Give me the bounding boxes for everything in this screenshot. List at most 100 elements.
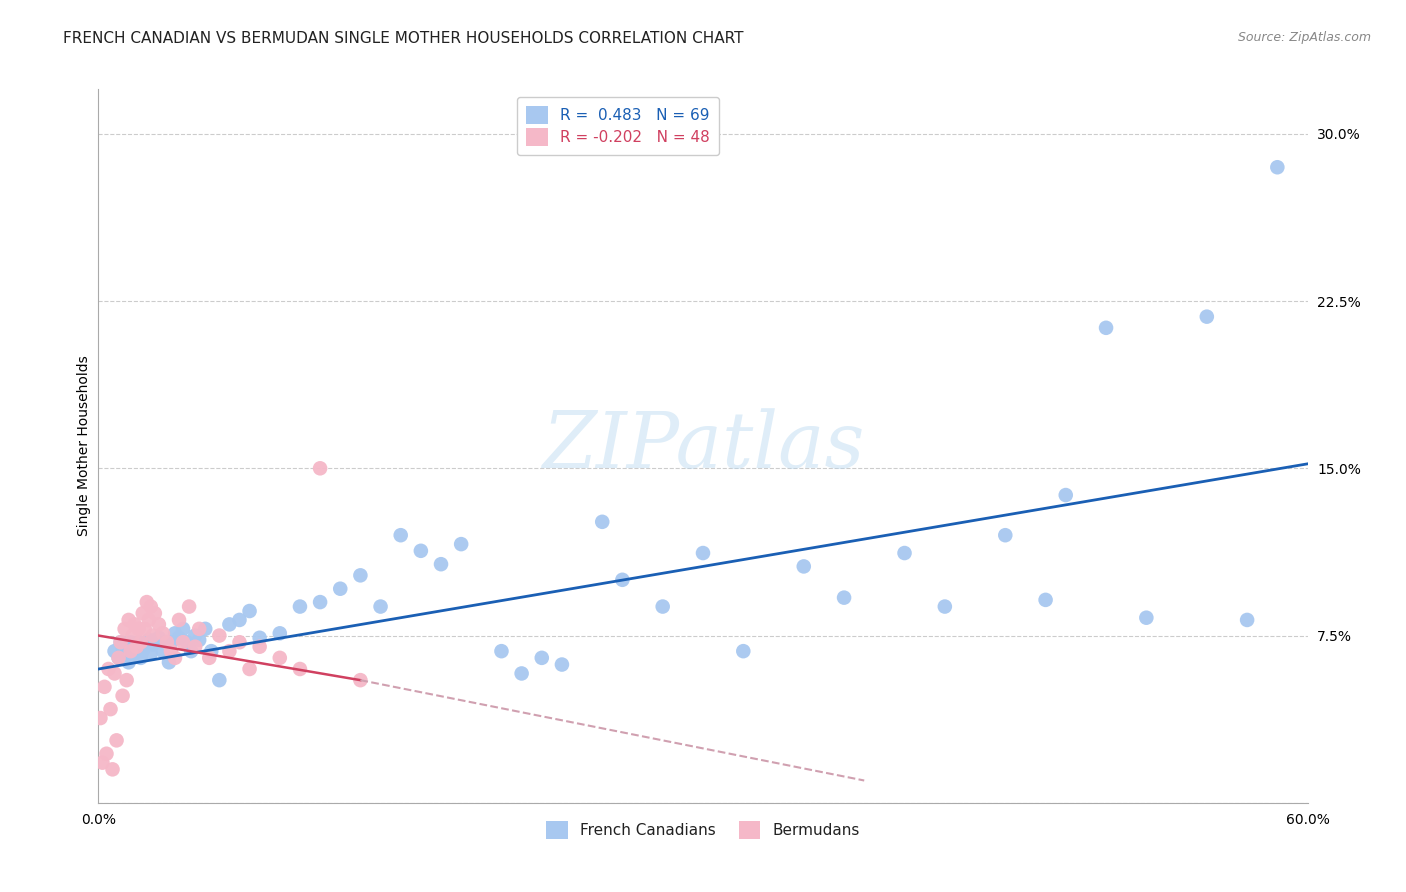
Point [156,635,179,649]
Point [114,622,136,636]
Point [188,622,211,636]
Point [103,644,125,658]
Point [160,644,183,658]
Point [208,673,231,687]
Point [184,640,207,654]
Point [121,628,143,642]
Point [118,613,141,627]
Point [733,644,755,658]
Point [288,599,311,614]
Point [893,546,915,560]
Point [200,644,222,658]
Point [139,646,162,660]
Point [152,644,174,658]
Point [96,747,118,761]
Point [329,582,352,596]
Point [184,628,207,642]
Point [430,557,453,572]
Text: ZIPatlas: ZIPatlas [541,408,865,484]
Point [111,640,134,654]
Point [105,733,128,747]
Point [124,617,146,632]
Point [349,568,371,582]
Point [114,644,136,658]
Point [934,599,956,614]
Point [120,644,142,658]
Point [142,637,165,651]
Point [1236,613,1258,627]
Point [138,613,160,627]
Point [125,642,148,657]
Point [651,599,673,614]
Point [309,461,332,475]
Point [134,640,156,654]
Point [309,595,332,609]
Point [176,635,198,649]
Point [218,644,240,658]
Point [167,631,190,645]
Point [110,635,132,649]
Point [409,543,432,558]
Point [115,648,138,663]
Point [228,613,250,627]
Point [148,631,170,645]
Point [157,655,180,669]
Point [107,651,129,665]
Text: FRENCH CANADIAN VS BERMUDAN SINGLE MOTHER HOUSEHOLDS CORRELATION CHART: FRENCH CANADIAN VS BERMUDAN SINGLE MOTHE… [63,31,744,46]
Point [249,631,271,645]
Point [239,604,262,618]
Point [91,756,114,770]
Point [1095,320,1118,334]
Point [125,640,148,654]
Point [269,626,291,640]
Point [591,515,613,529]
Point [101,762,124,776]
Point [530,651,553,665]
Point [129,635,152,649]
Point [1135,610,1157,624]
Point [288,662,311,676]
Point [1054,488,1077,502]
Point [239,662,262,676]
Point [103,666,125,681]
Point [167,613,190,627]
Point [93,680,115,694]
Point [160,635,183,649]
Point [218,617,240,632]
Point [188,633,211,648]
Point [124,646,146,660]
Point [370,599,392,614]
Point [152,626,174,640]
Point [450,537,472,551]
Point [228,635,250,649]
Point [349,673,371,687]
Point [132,607,155,621]
Point [107,651,129,665]
Point [115,673,138,687]
Point [142,628,165,642]
Point [138,633,160,648]
Point [692,546,714,560]
Point [179,599,201,614]
Point [128,622,150,636]
Point [510,666,533,681]
Point [129,651,152,665]
Point [249,640,271,654]
Point [143,607,166,621]
Point [148,617,170,632]
Point [994,528,1017,542]
Point [100,702,122,716]
Point [551,657,574,672]
Point [208,628,231,642]
Point [198,651,221,665]
Point [612,573,634,587]
Point [121,640,143,654]
Point [269,651,291,665]
Point [128,635,150,649]
Point [118,655,141,669]
Point [180,644,202,658]
Point [832,591,855,605]
Point [111,689,134,703]
Point [793,559,815,574]
Point [132,644,155,658]
